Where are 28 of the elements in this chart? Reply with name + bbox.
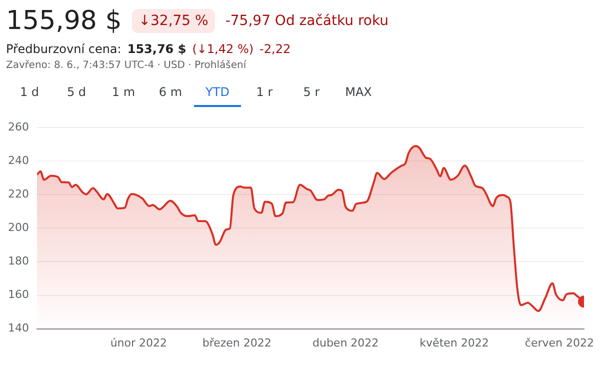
text: 6 m — [158, 85, 184, 101]
y-tick-label: 260 — [8, 120, 29, 134]
text: ↓32,75 % — [132, 9, 216, 33]
y-tick-label: 220 — [8, 188, 29, 201]
y-tick-label: 180 — [8, 254, 29, 268]
text: YTD — [194, 85, 241, 107]
text: (↓1,42 %) — [192, 42, 254, 56]
text: -2,22 — [260, 42, 291, 56]
text: 5 r — [302, 85, 321, 101]
text: Zavřeno: 8. 6., 7:43:57 UTC-4 · USD · Prohlášení — [6, 60, 248, 71]
text: 5 d — [66, 85, 88, 101]
x-tick-label: červen 2022 — [524, 336, 594, 350]
x-tick-label: květen 2022 — [420, 336, 489, 350]
x-tick-label: duben 2022 — [312, 336, 379, 350]
text: 1 r — [255, 85, 274, 101]
text: MAX — [344, 85, 373, 101]
y-tick-label: 200 — [8, 221, 29, 234]
text: 153,76 $ — [127, 42, 186, 56]
x-tick-label: únor 2022 — [110, 336, 168, 350]
text: 1 d — [18, 85, 40, 101]
text: 1 m — [110, 85, 136, 101]
x-tick-label: březen 2022 — [202, 336, 272, 350]
y-tick-label: 160 — [8, 288, 29, 302]
text: -75,97 Od začátku roku — [225, 13, 389, 29]
chart-title: 155,98 $ — [6, 6, 122, 36]
y-tick-label: 140 — [8, 322, 29, 335]
text: Předburzovní cena: — [6, 42, 122, 56]
y-tick-label: 240 — [8, 154, 29, 167]
